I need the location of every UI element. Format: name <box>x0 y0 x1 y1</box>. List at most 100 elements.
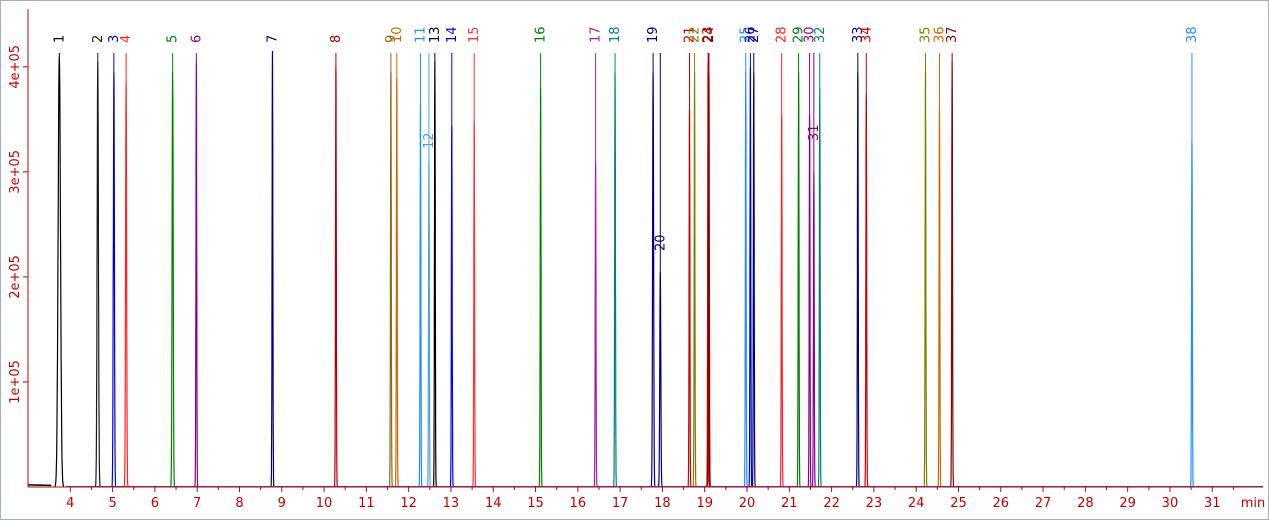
x-tick-label: 14 <box>485 496 502 511</box>
peak-trace <box>657 271 663 488</box>
peak-label: 11 <box>413 26 428 43</box>
peak-trace <box>54 56 65 488</box>
peak-label: 26 <box>743 26 758 43</box>
x-tick-label: 26 <box>993 496 1010 511</box>
peak-label: 29 <box>792 26 807 43</box>
x-tick-label: 12 <box>400 496 417 511</box>
peak-trace <box>779 114 784 488</box>
peak-traces <box>54 50 1194 488</box>
peak-trace <box>923 71 928 488</box>
x-tick-label: 9 <box>278 496 286 511</box>
x-tick-label: 28 <box>1077 496 1094 511</box>
peak-trace <box>613 71 618 488</box>
peak-trace <box>950 61 955 488</box>
peak-label: 7 <box>265 35 280 43</box>
peak-label: 5 <box>166 35 181 43</box>
peak-label: 4 <box>119 35 134 43</box>
peak-label: 2 <box>91 35 106 43</box>
peak-trace <box>751 71 756 488</box>
peak-trace <box>418 103 423 488</box>
x-tick-label: 30 <box>1162 496 1179 511</box>
peak-trace <box>811 171 816 488</box>
y-tick-label: 2e+05 <box>8 255 23 299</box>
x-axis-label: min <box>1241 496 1266 511</box>
peak-label: 21 <box>682 26 697 43</box>
peak-label: 38 <box>1185 26 1200 43</box>
x-tick-label: 7 <box>193 496 201 511</box>
peak-trace <box>388 71 393 488</box>
peak-label: 3 <box>107 35 122 43</box>
peak-trace <box>394 77 399 488</box>
peak-trace <box>650 71 656 488</box>
peak-trace <box>864 92 869 488</box>
x-axis-ticks: 4 5 6 7 8 9 10 11 12 13 14 15 16 17 18 19 20 21 22 23 24 25 26… <box>66 487 1234 511</box>
peak-label: 17 <box>589 26 604 43</box>
peak-label: 35 <box>918 26 933 43</box>
peak-trace <box>472 119 477 488</box>
x-tick-label: 16 <box>570 496 587 511</box>
peak-label: 1 <box>52 35 67 43</box>
peak-trace <box>111 71 117 488</box>
peak-trace <box>432 61 437 488</box>
x-tick-label: 10 <box>316 496 333 511</box>
peak-label: 6 <box>189 35 204 43</box>
x-tick-label: 29 <box>1119 496 1136 511</box>
x-tick-label: 22 <box>823 496 840 511</box>
peak-trace <box>94 61 101 488</box>
peak-trace <box>170 71 176 488</box>
peak-trace <box>449 124 454 488</box>
peak-trace <box>333 66 338 488</box>
peak-label: 14 <box>445 26 460 43</box>
y-axis-ticks: 1e+05 2e+05 3e+05 4e+05 <box>8 45 28 404</box>
peak-label: 18 <box>608 26 623 43</box>
peak-trace <box>855 71 860 488</box>
x-tick-label: 5 <box>108 496 116 511</box>
peak-label: 34 <box>859 26 874 43</box>
peak-label: 10 <box>390 26 405 43</box>
peak-trace <box>692 71 697 488</box>
x-tick-label: 6 <box>151 496 159 511</box>
peak-trace <box>123 82 129 488</box>
peak-label: 19 <box>646 26 661 43</box>
x-tick-label: 24 <box>908 496 925 511</box>
x-tick-label: 13 <box>443 496 460 511</box>
peak-label: 28 <box>775 26 790 43</box>
peak-trace <box>706 61 711 488</box>
peak-trace <box>817 87 822 488</box>
peak-label: 33 <box>851 26 866 43</box>
peak-label: 16 <box>534 26 549 43</box>
baseline-start <box>27 484 52 487</box>
y-tick-label: 4e+05 <box>8 45 23 89</box>
x-tick-label: 31 <box>1204 496 1221 511</box>
x-tick-label: 17 <box>612 496 629 511</box>
peak-label: 23 <box>701 26 716 43</box>
x-tick-label: 15 <box>527 496 544 511</box>
peak-label: 27 <box>747 26 762 43</box>
peak-trace <box>194 61 199 488</box>
x-tick-label: 18 <box>654 496 671 511</box>
x-tick-label: 27 <box>1035 496 1052 511</box>
peak-trace <box>687 108 692 488</box>
x-tick-label: 25 <box>950 496 967 511</box>
peak-label: 36 <box>932 26 947 43</box>
peak-label: 30 <box>803 26 818 43</box>
x-tick-label: 19 <box>696 496 713 511</box>
peak-trace <box>743 71 748 488</box>
peak-label: 32 <box>813 26 828 43</box>
peak-trace <box>796 71 801 488</box>
peak-trace <box>426 161 431 488</box>
x-tick-label: 20 <box>739 496 756 511</box>
peak-label: 25 <box>739 26 754 43</box>
peak-label: 8 <box>329 35 344 43</box>
peak-trace <box>270 50 275 488</box>
peak-label: 20 <box>653 234 668 251</box>
peak-label: 15 <box>467 26 482 43</box>
peak-trace <box>538 87 543 488</box>
peak-label: 24 <box>702 26 717 43</box>
peak-trace <box>593 161 598 488</box>
peak-label: 31 <box>807 124 822 141</box>
x-tick-label: 11 <box>358 496 375 511</box>
